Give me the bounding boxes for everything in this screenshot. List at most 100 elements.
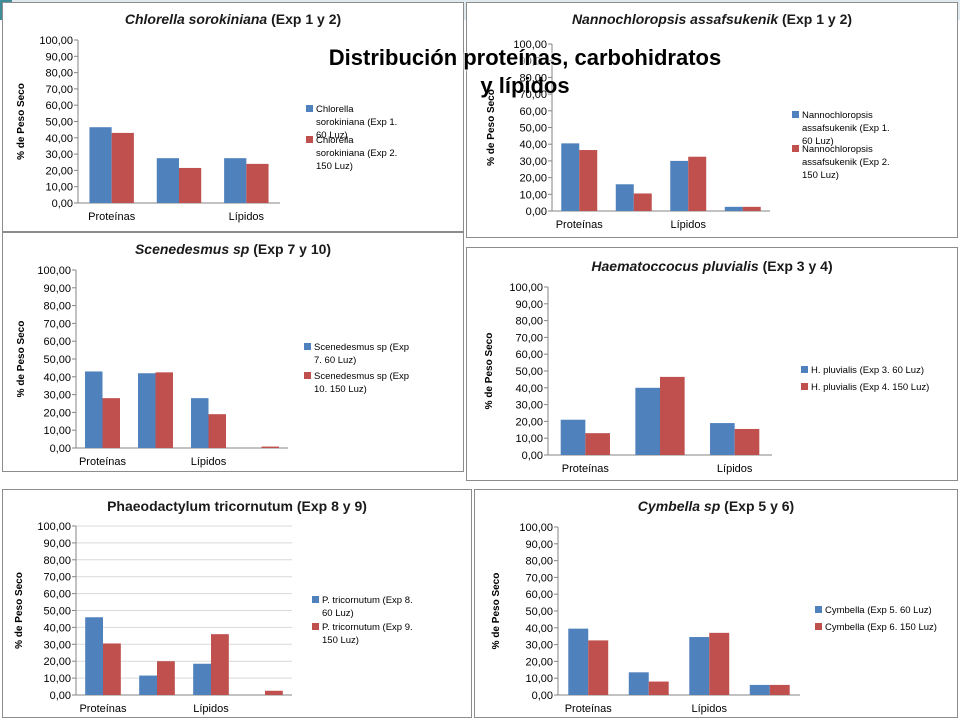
y-tick-label: 30,00	[45, 149, 73, 161]
bar-series-2	[769, 684, 790, 695]
y-tick-label: 90,00	[45, 51, 73, 63]
bar-chart: 0,00 10,00 20,00 30,00 40,00 50,00 60,00 70,00 8…	[486, 39, 890, 231]
chart-title: Haematoccocus pluvialis (Exp 3 y 4)	[467, 258, 957, 274]
chart-panel-cymbella: Cymbella sp (Exp 5 y 6) 0,00 10,00 20,00 30…	[474, 489, 958, 718]
x-category-label: Lípidos	[191, 456, 227, 468]
bar-series-2	[208, 414, 226, 448]
bar-series-2	[579, 150, 598, 211]
y-tick-label: 40,00	[525, 623, 553, 635]
y-tick-label: 60,00	[45, 100, 73, 112]
bar-series-2	[648, 681, 669, 695]
y-tick-label: 0,00	[50, 690, 71, 702]
y-tick-label: 80,00	[515, 316, 543, 328]
y-tick-label: 90,00	[43, 283, 71, 295]
legend-swatch	[801, 366, 808, 373]
legend-label: Nannochloropsis	[802, 144, 873, 155]
x-category-label: Lípidos	[717, 463, 753, 475]
legend-label: 60 Luz)	[802, 136, 834, 147]
bar-series-2	[588, 640, 609, 695]
y-tick-label: 100,00	[37, 265, 71, 277]
bar-series-2	[585, 433, 610, 455]
y-tick-label: 50,00	[43, 354, 71, 366]
bar-series-1	[156, 158, 179, 203]
legend-label: Chlorella	[316, 135, 354, 146]
legend-label: P. tricornutum (Exp 9.	[322, 622, 413, 633]
bar-series-1	[568, 628, 589, 695]
bar-series-1	[689, 637, 710, 695]
y-tick-label: 100,00	[513, 39, 547, 51]
chart-title-species: Chlorella sorokiniana	[124, 11, 268, 27]
y-tick-label: 30,00	[515, 400, 543, 412]
y-tick-label: 10,00	[43, 425, 71, 437]
y-tick-label: 50,00	[45, 117, 73, 129]
bar-series-2	[734, 428, 760, 455]
legend-swatch	[306, 105, 313, 112]
legend-swatch	[312, 596, 319, 603]
x-category-label: Proteínas	[88, 211, 136, 223]
bar-chart: 0,00 10,00 20,00 30,00 40,00 50,00 60,00 70,00 8…	[16, 265, 409, 468]
x-category-label: Lípidos	[692, 703, 728, 715]
bar-series-2	[688, 156, 707, 211]
bar-series-1	[193, 663, 211, 695]
y-tick-label: 80,00	[43, 555, 71, 567]
y-axis-title: % de Peso Seco	[484, 333, 495, 410]
legend-swatch	[815, 623, 822, 630]
chart-panel-chlorella: Chlorella sorokiniana (Exp 1 y 2) 0,00 10…	[2, 2, 464, 232]
x-category-label: Lípidos	[671, 219, 707, 231]
legend-swatch	[304, 372, 311, 379]
y-tick-label: 0,00	[52, 198, 73, 210]
x-category-label: Proteínas	[565, 703, 613, 715]
y-tick-label: 90,00	[515, 299, 543, 311]
bar-chart: 0,00 10,00 20,00 30,00 40,00 50,00 60,00 70,00 8…	[16, 35, 397, 223]
y-tick-label: 10,00	[525, 673, 553, 685]
y-tick-label: 80,00	[45, 68, 73, 80]
y-tick-label: 40,00	[515, 383, 543, 395]
legend-swatch	[801, 383, 808, 390]
y-tick-label: 70,00	[43, 572, 71, 584]
y-tick-label: 80,00	[519, 72, 547, 84]
bar-series-1	[749, 684, 770, 695]
y-axis-title: % de Peso Seco	[491, 573, 502, 650]
legend-swatch	[304, 343, 311, 350]
legend-label: sorokiniana (Exp 1.	[316, 117, 397, 128]
legend-swatch	[792, 145, 799, 152]
y-tick-label: 90,00	[525, 539, 553, 551]
bar-series-2	[742, 206, 761, 211]
chart-panel-phaeodactylum: Phaeodactylum tricornutum (Exp 8 y 9) 0,…	[2, 489, 472, 718]
chart-title-suffix: (Exp 7 y 10)	[249, 241, 332, 257]
chart-title-suffix: Phaeodactylum tricornutum (Exp 8 y 9)	[107, 498, 367, 514]
y-tick-label: 20,00	[515, 416, 543, 428]
chart-title-suffix: (Exp 5 y 6)	[720, 498, 795, 514]
chart-title-species: Haematoccocus pluvialis	[591, 258, 759, 274]
bar-series-2	[155, 372, 173, 448]
y-tick-label: 80,00	[525, 556, 553, 568]
y-tick-label: 70,00	[45, 84, 73, 96]
legend-label: 150 Luz)	[322, 635, 359, 646]
bar-series-2	[709, 632, 730, 695]
y-tick-label: 70,00	[525, 572, 553, 584]
legend-label: 10. 150 Luz)	[314, 384, 367, 395]
bar-series-1	[561, 143, 580, 211]
chart-title-suffix: (Exp 3 y 4)	[758, 258, 833, 274]
y-tick-label: 10,00	[45, 182, 73, 194]
y-axis-title: % de Peso Seco	[16, 83, 27, 160]
y-tick-label: 40,00	[45, 133, 73, 145]
y-tick-label: 80,00	[43, 301, 71, 313]
bar-series-2	[179, 167, 202, 203]
y-tick-label: 50,00	[515, 366, 543, 378]
y-tick-label: 20,00	[43, 656, 71, 668]
legend-label: assafsukenik (Exp 1.	[802, 123, 890, 134]
y-tick-label: 100,00	[37, 521, 71, 533]
legend-label: 60 Luz)	[322, 608, 354, 619]
legend-label: H. pluvialis (Exp 3. 60 Luz)	[811, 365, 924, 376]
legend-swatch	[792, 111, 799, 118]
y-tick-label: 60,00	[519, 106, 547, 118]
bar-series-1	[85, 617, 103, 695]
legend-label: 7. 60 Luz)	[314, 355, 356, 366]
y-tick-label: 100,00	[519, 522, 553, 534]
legend-swatch	[815, 606, 822, 613]
y-tick-label: 50,00	[519, 123, 547, 135]
y-tick-label: 10,00	[515, 433, 543, 445]
legend-label: assafsukenik (Exp 2.	[802, 157, 890, 168]
bar-series-1	[139, 675, 157, 695]
